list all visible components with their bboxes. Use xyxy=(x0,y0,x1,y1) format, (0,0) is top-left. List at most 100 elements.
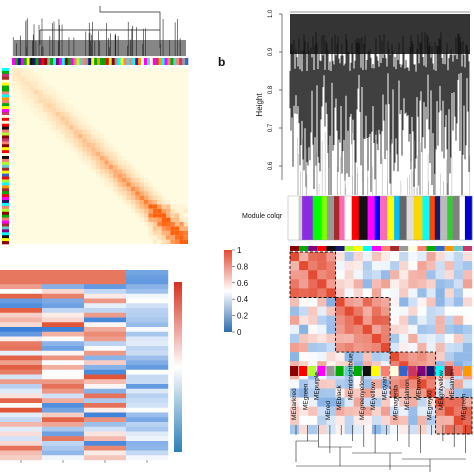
eigengene-dendrogram xyxy=(295,425,466,472)
eigengene-heatmap-cell xyxy=(362,270,373,280)
eigengene-heatmap-cell xyxy=(290,397,300,407)
eigengene-heatmap-cell xyxy=(462,279,473,289)
tom-heatmap-cell xyxy=(34,94,39,99)
module-color-cell xyxy=(182,58,186,65)
tom-heatmap-cell xyxy=(170,217,175,222)
eigengene-heatmap-cell xyxy=(290,252,300,262)
trait-heatmap-cell xyxy=(84,270,127,275)
module-color-cell xyxy=(2,158,9,163)
eigengene-heatmap-cell xyxy=(317,288,327,298)
tom-heatmap-cell xyxy=(152,239,158,244)
module-color-cell xyxy=(94,58,98,65)
eigengene-heatmap-cell xyxy=(381,288,391,298)
eigengene-heatmap-cell xyxy=(317,388,327,398)
module-color-cell xyxy=(2,112,9,116)
eigengene-heatmap-cell xyxy=(408,252,418,262)
tom-heatmap-cell xyxy=(86,160,92,165)
trait-heatmap-cell xyxy=(42,289,85,294)
tom-heatmap-cell xyxy=(16,94,21,99)
trait-heatmap-cell xyxy=(42,341,85,347)
eigengene-heatmap-cell xyxy=(444,279,454,289)
module-color-cell xyxy=(2,191,9,195)
tom-heatmap-cell xyxy=(47,103,52,108)
eigengene-heatmap-cell xyxy=(290,270,300,280)
eigengene-heatmap-cell xyxy=(371,270,382,280)
trait-heatmap-cell xyxy=(84,384,127,389)
tom-heatmap-cell xyxy=(42,120,48,126)
dendrogram-b-tick-label: 0.8 xyxy=(268,85,274,94)
eigengene-heatmap-cell xyxy=(317,306,327,316)
eigengene-heatmap-cell xyxy=(435,252,445,262)
module-color-segment xyxy=(312,196,322,240)
eigengene-heatmap-cell xyxy=(408,306,418,316)
eigengene-heatmap-cell xyxy=(390,270,400,280)
tom-heatmap-cell xyxy=(135,195,140,200)
module-color-segment xyxy=(387,196,395,240)
eigengene-heatmap-cell xyxy=(353,388,363,398)
trait-heatmap-cell xyxy=(0,426,43,432)
module-color-cell xyxy=(61,58,66,65)
eigengene-heatmap-cell xyxy=(381,424,391,435)
trait-heatmap-cell xyxy=(126,270,169,275)
tom-heatmap-cell xyxy=(38,76,43,82)
tom-heatmap-cell xyxy=(56,103,61,108)
tom-heatmap-cell xyxy=(78,156,83,161)
tom-heatmap-cell xyxy=(95,129,100,134)
eigengene-heatmap-cell xyxy=(326,361,336,371)
trait-heatmap-cell xyxy=(42,308,85,313)
tom-heatmap-cell xyxy=(86,125,92,130)
module-color-cell xyxy=(2,135,9,139)
module-color-cell xyxy=(2,100,9,104)
eigengene-label: MElightyellow xyxy=(438,370,445,410)
eigengene-heatmap-cell xyxy=(335,361,345,371)
eigengene-heatmap-cell xyxy=(390,333,400,344)
tom-heatmap-cell xyxy=(25,98,30,104)
eigengene-heatmap-cell xyxy=(371,397,382,407)
tom-heatmap-cell xyxy=(100,173,105,178)
eigengene-heatmap-cell xyxy=(444,352,454,362)
tom-heatmap-cell xyxy=(47,94,52,99)
tom-heatmap-cell xyxy=(25,68,30,73)
eigengene-top-color-cell xyxy=(399,246,409,251)
eigengene-heatmap-cell xyxy=(299,252,309,262)
tom-heatmap-cell xyxy=(69,142,74,148)
trait-heatmap-cell xyxy=(0,360,43,366)
trait-heatmap-cell xyxy=(0,346,43,351)
module-color-cell xyxy=(2,76,9,81)
tom-heatmap-cell xyxy=(47,90,52,95)
tom-heatmap-cell xyxy=(130,200,136,205)
tom-heatmap-cell xyxy=(148,217,153,222)
trait-heatmap-cell xyxy=(42,350,85,356)
eigengene-heatmap-cell xyxy=(381,406,391,416)
module-color-cell xyxy=(70,58,74,65)
tom-heatmap-cell xyxy=(82,142,87,148)
trait-heatmap-cell xyxy=(42,274,85,280)
eigengene-heatmap-cell xyxy=(399,388,409,398)
trait-heatmap-cell xyxy=(126,355,169,361)
trait-heatmap-cell xyxy=(84,450,127,456)
eigengene-heatmap-cell xyxy=(290,379,300,389)
eigengene-heatmap-cell xyxy=(426,415,436,426)
tom-heatmap-cell xyxy=(183,217,188,222)
trait-heatmap-cell xyxy=(84,308,127,313)
tom-heatmap-cell xyxy=(135,186,140,192)
eigengene-heatmap-cell xyxy=(353,252,363,262)
tom-heatmap-cell xyxy=(56,116,61,121)
eigengene-heatmap-cell xyxy=(344,288,354,298)
eigengene-heatmap-cell xyxy=(390,306,400,316)
trait-heatmap-cell xyxy=(84,274,127,280)
tom-heatmap-cell xyxy=(122,200,127,205)
tom-heatmap-cell xyxy=(152,226,158,231)
module-color-cell xyxy=(152,58,157,65)
eigengene-bottom-color-cell xyxy=(390,366,399,376)
eigengene-heatmap-cell xyxy=(362,288,373,298)
module-color-cell xyxy=(2,238,9,242)
module-color-cell xyxy=(2,202,9,207)
eigengene-heatmap-cell xyxy=(426,288,436,298)
eigengene-heatmap-cell xyxy=(326,388,336,398)
tom-heatmap-cell xyxy=(95,164,100,170)
trait-heatmap-cell xyxy=(0,350,43,356)
eigengene-heatmap-cell xyxy=(381,397,391,407)
eigengene-heatmap-cell xyxy=(290,424,300,435)
trait-heatmap-cell xyxy=(84,412,127,418)
